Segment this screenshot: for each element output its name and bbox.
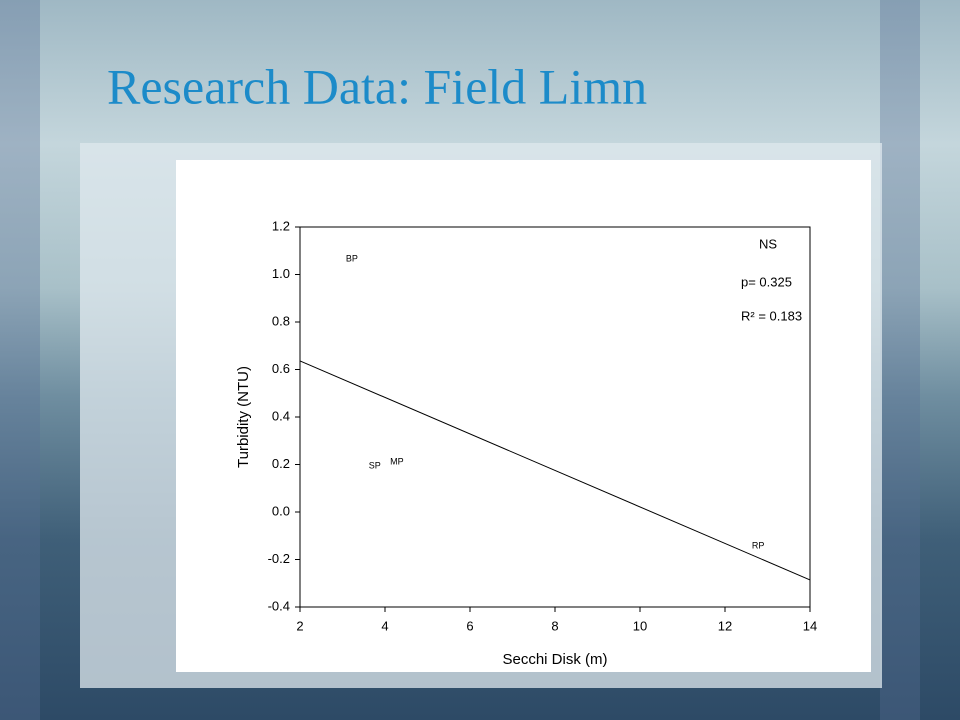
x-tick-label: 4: [381, 618, 388, 633]
x-tick-label: 12: [718, 618, 732, 633]
annotation: R² = 0.183: [741, 308, 802, 323]
y-tick-label: 0.4: [272, 408, 290, 423]
chart-panel: [176, 160, 871, 672]
decor: [880, 0, 920, 720]
annotation: p= 0.325: [741, 274, 792, 289]
y-axis-label: Turbidity (NTU): [235, 366, 252, 468]
point-label: RP: [752, 540, 765, 550]
y-tick-label: -0.2: [268, 551, 290, 566]
trend-line: [299, 360, 811, 581]
y-tick-label: -0.4: [268, 598, 290, 613]
y-tick-label: 0.0: [272, 503, 290, 518]
x-tick-label: 14: [803, 618, 817, 633]
point-label: BP: [346, 253, 358, 263]
point-label: MP: [390, 457, 404, 467]
x-tick-label: 6: [466, 618, 473, 633]
slide-title: Research Data: Field Limn: [107, 58, 647, 114]
point-label: SP: [369, 460, 381, 470]
y-tick-label: 0.2: [272, 456, 290, 471]
y-tick-label: 0.8: [272, 313, 290, 328]
x-tick-label: 10: [633, 618, 647, 633]
y-tick-label: 0.6: [272, 361, 290, 376]
decor: [0, 0, 40, 720]
x-tick-label: 8: [551, 618, 558, 633]
y-tick-label: 1.0: [272, 266, 290, 281]
x-tick-label: 2: [296, 618, 303, 633]
y-tick-label: 1.2: [272, 218, 290, 233]
annotation: NS: [759, 236, 777, 251]
x-axis-label: Secchi Disk (m): [502, 651, 607, 668]
